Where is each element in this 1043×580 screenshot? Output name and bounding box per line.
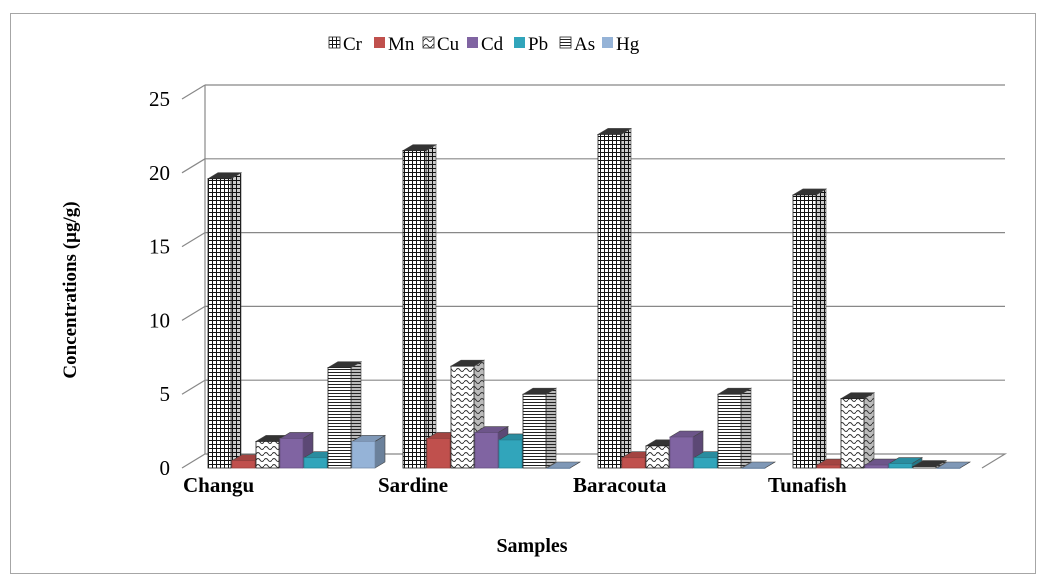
y-tick-label: 5 [160, 382, 171, 406]
bar-sardine-cr [403, 145, 436, 468]
bar-tunafish-cr [793, 189, 826, 468]
y-axis-label: Concentrations (µg/g) [60, 201, 81, 378]
y-tick-label: 25 [149, 87, 170, 111]
x-axis-label: Samples [496, 535, 567, 557]
legend-label-as: As [574, 34, 595, 55]
legend-label-pb: Pb [528, 34, 548, 55]
bar-baracouta-as [718, 388, 751, 468]
legend-swatch-mn [374, 37, 385, 48]
bar-changu-hg [352, 435, 385, 468]
y-tick-label: 10 [149, 308, 170, 332]
y-tick-label: 0 [160, 456, 171, 480]
bar-tunafish-cu [841, 393, 874, 468]
legend-swatch-cu [423, 37, 434, 48]
legend-swatch-as [560, 37, 571, 48]
x-tick-label-baracouta: Baracouta [573, 473, 667, 497]
legend-label-hg: Hg [616, 34, 640, 55]
x-tick-label-sardine: Sardine [378, 473, 448, 497]
legend-label-mn: Mn [388, 34, 415, 55]
bar-changu-cr [208, 173, 241, 468]
legend-swatch-hg [602, 37, 613, 48]
legend-swatch-pb [514, 37, 525, 48]
x-tick-label-changu: Changu [183, 473, 255, 497]
bar-baracouta-cr [598, 128, 631, 468]
legend-label-cr: Cr [343, 34, 363, 55]
legend-swatch-cr [329, 37, 340, 48]
y-tick-label: 15 [149, 235, 170, 259]
legend-swatch-cd [467, 37, 478, 48]
legend-label-cu: Cu [437, 34, 460, 55]
x-tick-label-tunafish: Tunafish [768, 473, 847, 497]
legend-label-cd: Cd [481, 34, 504, 55]
y-tick-label: 20 [149, 161, 170, 185]
bar-sardine-as [523, 388, 556, 468]
